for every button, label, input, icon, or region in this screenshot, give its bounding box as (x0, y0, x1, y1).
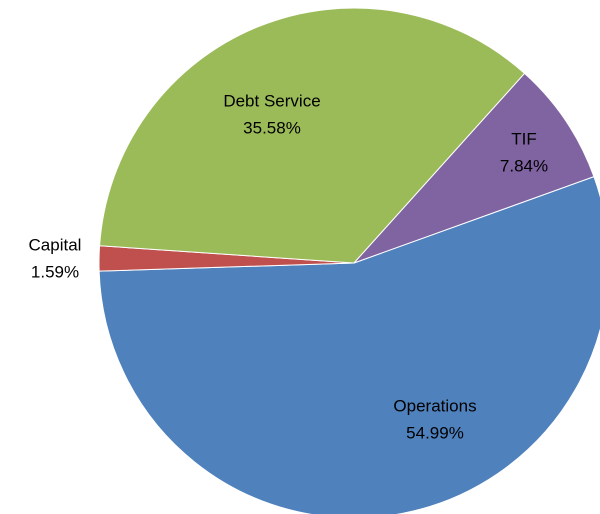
slice-value-label: 35.58% (243, 118, 301, 137)
pie-slice (353, 72, 595, 264)
slice-value-label: 7.84% (500, 156, 548, 175)
slice-label: Debt Service (223, 91, 320, 110)
pie-slice (98, 175, 600, 514)
slice-label: TIF (511, 129, 537, 148)
pie-slice (99, 7, 526, 264)
slice-value-label: 54.99% (406, 423, 464, 442)
slice-value-label: 1.59% (31, 262, 79, 281)
slice-label: Operations (393, 396, 476, 415)
slice-label: Capital (29, 235, 82, 254)
